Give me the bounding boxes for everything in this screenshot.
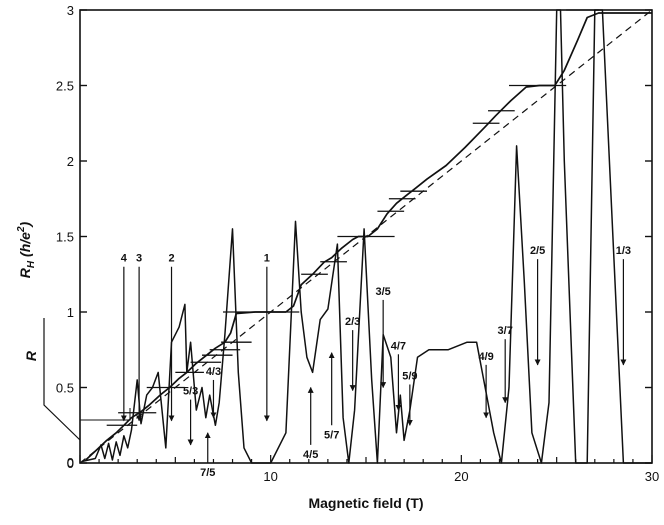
y-tick-label: 1.5 <box>56 230 74 245</box>
annotation-label: 3 <box>136 253 142 265</box>
annotation-label: 2/5 <box>530 245 545 257</box>
annotation-label: 4/9 <box>478 351 493 363</box>
longitudinal-resistance-series <box>81 9 652 464</box>
x-tick-label: 30 <box>645 469 659 484</box>
y-tick-label: 1 <box>67 305 74 320</box>
annotation-label: 3/7 <box>498 325 513 337</box>
annotation-label: 5/7 <box>324 429 339 441</box>
annotation-label: 5/9 <box>402 370 417 382</box>
filling-factor-annotations: 4 3 2 5/3 4/3 7/5 1 4/5 5/7 2/3 3/5 4/7 5/9 4/9 3/7 2/5… <box>121 245 631 479</box>
y-tick-label: 0 <box>67 456 74 471</box>
y-axis-title-hall: RH (h/e2) <box>16 221 37 278</box>
axis-labels: Magnetic field (T) RH (h/e2) R <box>16 221 424 511</box>
annotation-label: 7/5 <box>200 467 215 479</box>
x-axis-title: Magnetic field (T) <box>308 495 423 511</box>
annotation-label: 4/5 <box>303 449 318 461</box>
annotation-label: 2 <box>168 253 174 265</box>
annotation-label: 1 <box>264 253 270 265</box>
r-axis-bracket <box>43 318 81 441</box>
y-tick-label: 3 <box>67 3 74 18</box>
annotation-label: 2/3 <box>345 316 360 328</box>
hall-subscript: H <box>26 260 37 268</box>
hall-close: ) <box>17 221 33 228</box>
r-tick-label: 0 <box>67 455 74 470</box>
x-tick-label: 20 <box>454 469 468 484</box>
annotation-label: 3/5 <box>376 286 391 298</box>
annotation-label: 5/3 <box>183 386 198 398</box>
hall-symbol: R <box>17 267 33 278</box>
hall-unit: (h/e <box>17 232 33 257</box>
annotation-label: 4/3 <box>206 366 221 378</box>
y-axis-title-r: R <box>23 350 39 361</box>
annotation-label: 4/7 <box>391 340 406 352</box>
annotation-label: 4 <box>121 253 128 265</box>
annotation-label: 1/3 <box>616 245 631 257</box>
x-tick-label: 10 <box>263 469 277 484</box>
hall-exponent: 2 <box>16 226 27 233</box>
y-tick-label: 0.5 <box>56 381 74 396</box>
y-tick-label: 2 <box>67 154 74 169</box>
r-zero-baseline <box>80 408 131 421</box>
plateau-marks <box>106 9 599 426</box>
y-tick-label: 2.5 <box>56 79 74 94</box>
